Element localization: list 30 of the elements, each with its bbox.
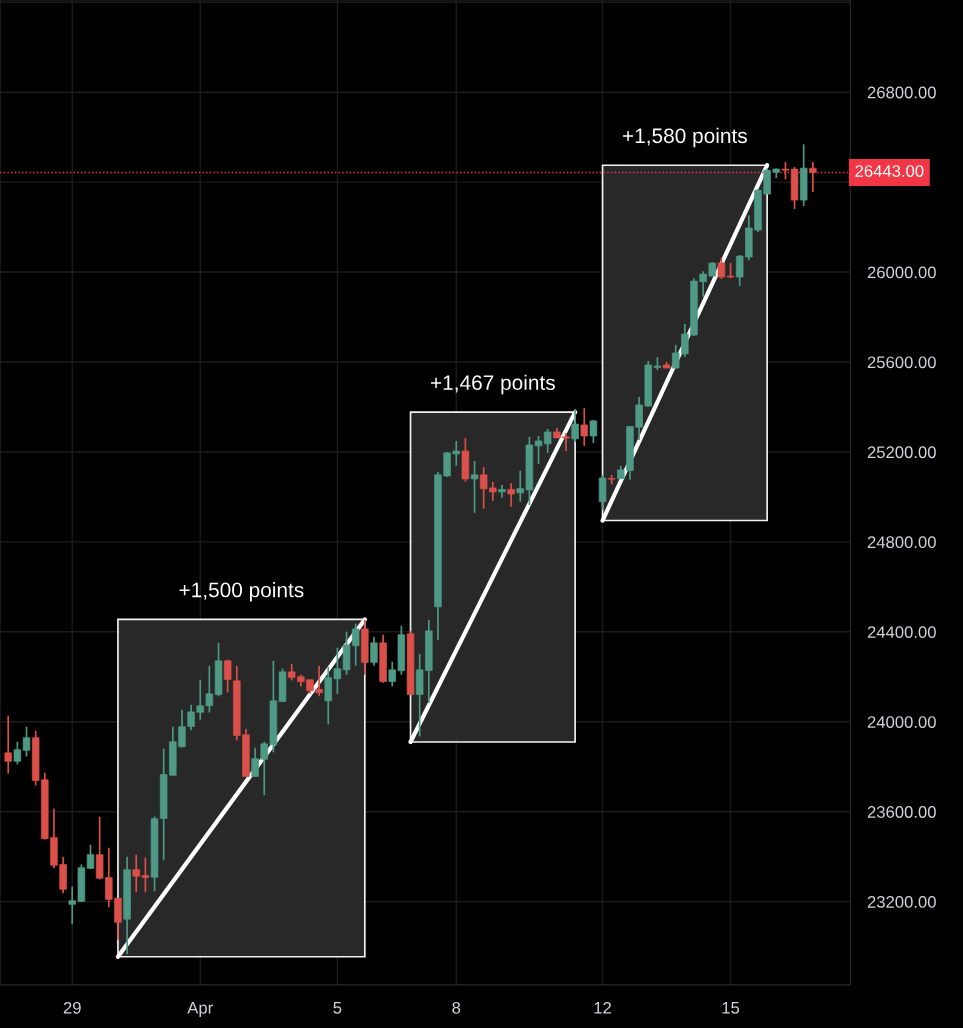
- y-tick-label: 26800.00: [867, 86, 936, 99]
- y-tick-label: 23600.00: [867, 806, 936, 818]
- candlestick: [370, 635, 378, 667]
- candlestick: [470, 460, 479, 514]
- x-tick-label: 5: [333, 1002, 342, 1014]
- candlestick: [598, 474, 607, 511]
- series-label: +1,467 points: [431, 374, 555, 395]
- y-tick-label: 24400.00: [867, 626, 936, 639]
- text: +1,500 points: [179, 582, 304, 602]
- candlestick: [507, 482, 515, 508]
- candlestick: [717, 257, 726, 280]
- ref-line-label: 26443.00: [855, 165, 924, 177]
- y-tick-label: 26000.00: [867, 266, 936, 279]
- y-tick-label: 24800.00: [867, 536, 936, 549]
- y-tick-label: 25200.00: [867, 446, 936, 459]
- y-tick-label: 25600.00: [867, 356, 936, 369]
- candlestick: [571, 408, 579, 443]
- x-tick-label: 29: [63, 1001, 81, 1014]
- candlestick: [580, 407, 588, 447]
- candlestick: [223, 658, 232, 694]
- y-tick-label: 23200.00: [867, 896, 936, 908]
- x-tick-label: Apr: [187, 1002, 213, 1018]
- candlestick: [589, 419, 598, 444]
- x-tick-label: 12: [594, 1001, 611, 1014]
- x-tick-label: 15: [722, 1002, 740, 1014]
- candlestick: [809, 161, 817, 193]
- candlestick: [4, 714, 12, 775]
- x-tick-label: 8: [452, 1001, 461, 1014]
- y-tick-label: 24000.00: [867, 716, 936, 728]
- series-label: +1,580 points: [623, 127, 747, 148]
